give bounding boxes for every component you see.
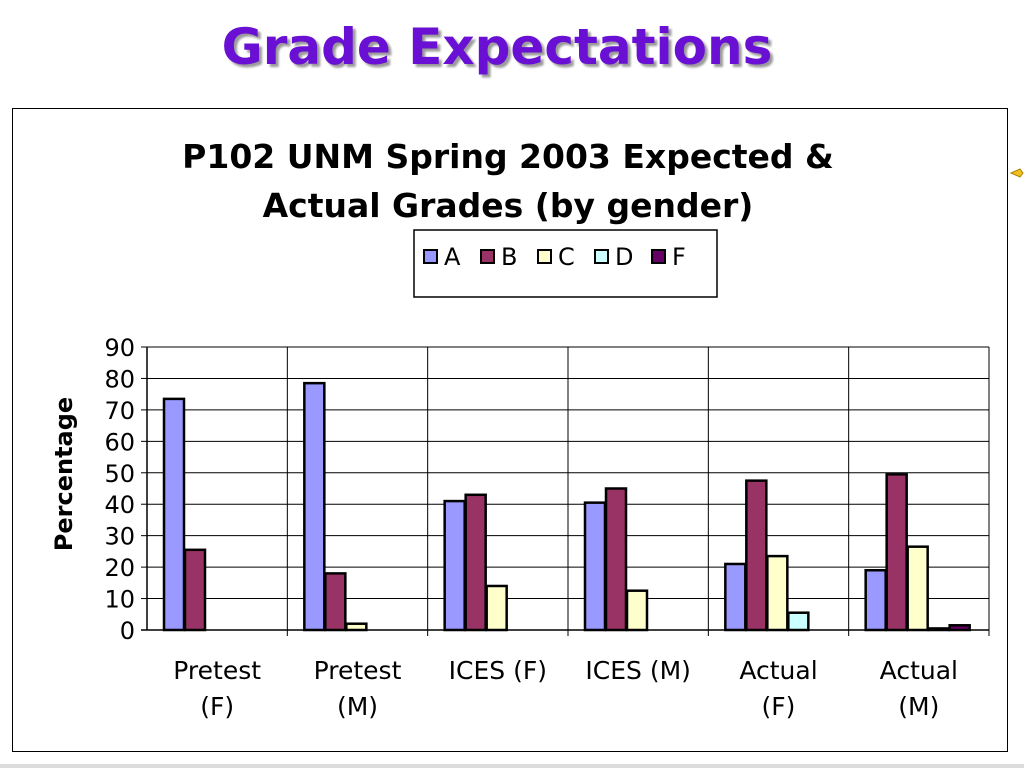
legend-box: [413, 229, 718, 298]
bar-A-1: [162, 397, 186, 632]
y-tick-label: 40: [104, 491, 135, 519]
y-tick-label: 30: [104, 523, 135, 551]
legend-label-F: F: [672, 243, 686, 271]
chart-frame: P102 UNM Spring 2003 Expected & Actual G…: [12, 108, 1008, 752]
x-category-label: Pretest: [314, 656, 402, 685]
corner-decoration-icon: [1010, 168, 1024, 178]
x-category-label: (M): [898, 692, 939, 721]
bar-C-2: [345, 622, 368, 632]
x-category-label: (M): [337, 692, 378, 721]
bar-C-4: [625, 589, 649, 632]
legend-swatch-A: [423, 249, 438, 264]
chart-title-line-2: Actual Grades (by gender): [263, 186, 754, 225]
y-tick-label: 60: [104, 428, 135, 456]
bar-B-2: [324, 572, 347, 632]
bar-A-4: [583, 501, 607, 632]
y-tick-label: 10: [104, 586, 135, 614]
x-category-label: Actual: [739, 656, 817, 685]
bar-B-1: [183, 548, 207, 632]
y-tick-label: 90: [104, 334, 135, 362]
legend-label-B: B: [501, 243, 517, 271]
x-category-label: Actual: [880, 656, 958, 685]
y-tick-label: 20: [104, 554, 135, 582]
plot-area: 0 10 20 30 40 50 60 70 80 90 Pretest (F) Pretest (M) I…: [104, 334, 990, 721]
bar-B-3: [464, 493, 487, 632]
legend-label-D: D: [615, 243, 633, 271]
bar-A-6: [864, 569, 887, 632]
legend-swatch-D: [594, 249, 609, 264]
y-tick-label: 70: [104, 397, 135, 425]
bar-F-6: [948, 624, 971, 632]
bar-B-6: [885, 473, 908, 632]
bar-D-6: [927, 627, 950, 632]
bar-A-5: [724, 562, 747, 632]
bottom-rule: [0, 764, 1024, 768]
x-category-label: ICES (F): [449, 656, 547, 685]
slide-title: Grade Expectations: [221, 18, 773, 76]
x-category-label: (F): [762, 692, 796, 721]
legend-label-C: C: [558, 243, 575, 271]
x-category-label: (F): [200, 692, 234, 721]
legend-swatch-C: [537, 249, 552, 264]
legend-label-A: A: [444, 243, 461, 271]
y-tick-label: 0: [120, 617, 135, 645]
legend-swatch-F: [651, 249, 666, 264]
bar-A-2: [303, 381, 326, 632]
x-category-label: Pretest: [173, 656, 261, 685]
bar-C-3: [485, 584, 508, 632]
y-tick-label: 80: [104, 365, 135, 393]
chart-title-line-1: P102 UNM Spring 2003 Expected &: [182, 137, 834, 176]
x-category-label: ICES (M): [585, 656, 691, 685]
bar-C-6: [906, 545, 929, 632]
legend-swatch-B: [480, 249, 495, 264]
bar-B-5: [745, 479, 768, 632]
y-tick-label: 50: [104, 460, 135, 488]
bar-B-4: [604, 487, 628, 632]
bar-C-5: [766, 554, 789, 632]
grade-bar-chart: P102 UNM Spring 2003 Expected & Actual G…: [50, 137, 990, 721]
y-axis-label: Percentage: [50, 397, 78, 551]
bar-A-3: [443, 499, 466, 632]
bar-D-5: [787, 611, 810, 632]
